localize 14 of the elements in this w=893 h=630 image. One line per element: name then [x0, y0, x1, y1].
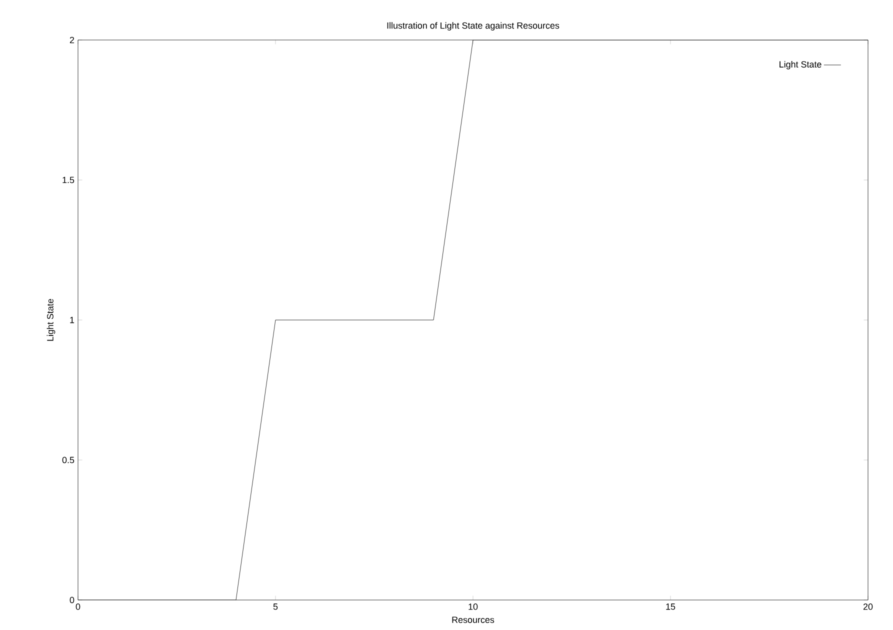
legend-label: Light State [780, 60, 822, 70]
y-tick-label: 0 [70, 596, 74, 604]
x-tick-label: 0 [76, 604, 80, 610]
y-tick-label: 0.5 [62, 456, 74, 464]
x-axis-title: Resources [452, 616, 494, 623]
y-axis-title: Light State [46, 298, 56, 341]
x-tick-label: 15 [666, 604, 676, 610]
y-tick-label: 1.5 [62, 176, 74, 184]
y-tick-label: 2 [70, 36, 74, 44]
chart-title: Illustration of Light State against Resources [387, 22, 560, 30]
x-tick-label: 20 [863, 604, 873, 610]
x-tick-label: 5 [273, 604, 278, 610]
y-tick-label: 1 [70, 316, 74, 324]
x-tick-label: 10 [468, 604, 478, 610]
